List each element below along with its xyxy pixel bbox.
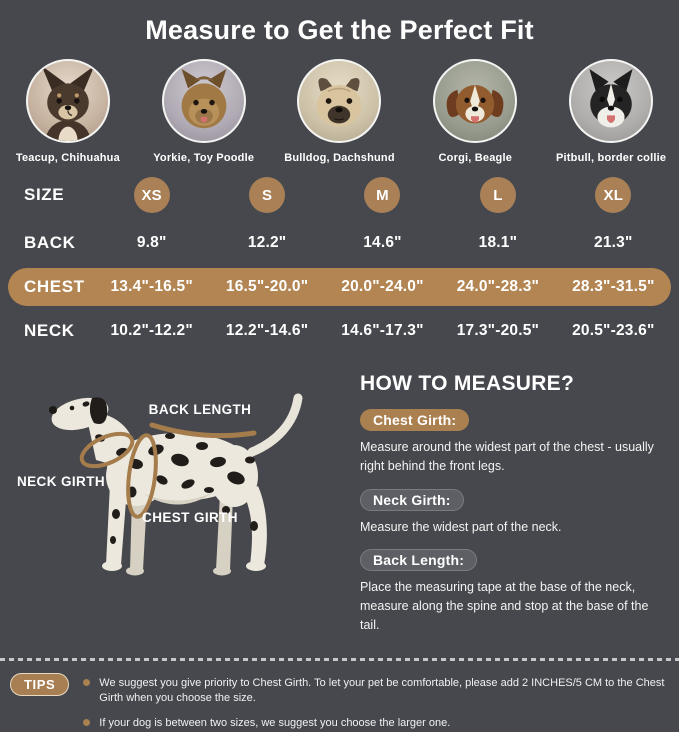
diagram-label-back-length: BACK LENGTH bbox=[149, 402, 252, 417]
neck-value-xl: 20.5"-23.6" bbox=[556, 322, 671, 340]
chihuahua-illustration bbox=[28, 61, 108, 141]
breed-item-chihuahua: Teacup, Chihuahua bbox=[0, 59, 136, 164]
bullet-dot-icon bbox=[83, 679, 90, 686]
breed-label: Corgi, Beagle bbox=[439, 152, 513, 164]
dog-measurement-diagram: BACK LENGTH NECK GIRTH CHEST GIRTH bbox=[0, 358, 350, 648]
chest-girth-term-badge: Chest Girth: bbox=[360, 409, 469, 431]
page-title: Measure to Get the Perfect Fit bbox=[0, 0, 679, 46]
table-row-chest-highlighted: CHEST 13.4"-16.5" 16.5"-20.0" 20.0"-24.0… bbox=[8, 268, 671, 306]
chest-value-m: 20.0"-24.0" bbox=[325, 278, 440, 296]
back-length-term-badge: Back Length: bbox=[360, 549, 477, 571]
chest-value-l: 24.0"-28.3" bbox=[440, 278, 555, 296]
diagram-label-chest-girth: CHEST GIRTH bbox=[142, 510, 238, 525]
how-to-measure-heading: HOW TO MEASURE? bbox=[360, 372, 667, 396]
table-row-back: BACK 9.8" 12.2" 14.6" 18.1" 21.3" bbox=[8, 218, 671, 268]
dalmatian-illustration: BACK LENGTH NECK GIRTH CHEST GIRTH bbox=[0, 358, 350, 593]
tip-item: If your dog is between two sizes, we sug… bbox=[83, 716, 665, 732]
size-guide-infographic: Measure to Get the Perfect Fit bbox=[0, 0, 679, 679]
dog-photo-chihuahua bbox=[26, 59, 110, 143]
chest-value-s: 16.5"-20.0" bbox=[209, 278, 324, 296]
tips-list: We suggest you give priority to Chest Gi… bbox=[83, 673, 665, 732]
back-value-xl: 21.3" bbox=[556, 234, 671, 252]
how-to-measure-panel: HOW TO MEASURE? Chest Girth: Measure aro… bbox=[350, 358, 679, 648]
row-label-neck: NECK bbox=[8, 321, 94, 341]
beagle-illustration bbox=[435, 61, 515, 141]
neck-value-m: 14.6"-17.3" bbox=[325, 322, 440, 340]
back-value-m: 14.6" bbox=[325, 234, 440, 252]
tips-section: TIPS We suggest you give priority to Che… bbox=[0, 661, 679, 732]
size-badge-xs: XS bbox=[134, 177, 170, 213]
breed-item-yorkie: Yorkie, Toy Poodle bbox=[136, 59, 272, 164]
measure-item-neck: Neck Girth: Measure the widest part of t… bbox=[360, 489, 667, 537]
row-label-back: BACK bbox=[8, 233, 94, 253]
table-row-neck: NECK 10.2"-12.2" 12.2"-14.6" 14.6"-17.3"… bbox=[8, 306, 671, 356]
breed-label: Yorkie, Toy Poodle bbox=[153, 152, 254, 164]
size-badge-xl: XL bbox=[595, 177, 631, 213]
size-table: SIZE XS S M L XL BACK 9.8" 12.2" 14.6" 1… bbox=[8, 172, 671, 356]
dog-photo-bulldog bbox=[297, 59, 381, 143]
breed-label: Bulldog, Dachshund bbox=[284, 152, 395, 164]
breed-item-border-collie: Pitbull, border collie bbox=[543, 59, 679, 164]
measure-item-chest: Chest Girth: Measure around the widest p… bbox=[360, 409, 667, 476]
back-value-l: 18.1" bbox=[440, 234, 555, 252]
table-row-size: SIZE XS S M L XL bbox=[8, 172, 671, 218]
row-label-chest: CHEST bbox=[8, 277, 94, 297]
size-badge-m: M bbox=[364, 177, 400, 213]
back-length-description: Place the measuring tape at the base of … bbox=[360, 578, 662, 634]
measure-section: BACK LENGTH NECK GIRTH CHEST GIRTH HOW T… bbox=[0, 358, 679, 648]
dog-photo-border-collie bbox=[569, 59, 653, 143]
tips-badge: TIPS bbox=[10, 673, 69, 696]
neck-girth-term-badge: Neck Girth: bbox=[360, 489, 464, 511]
chest-value-xs: 13.4"-16.5" bbox=[94, 278, 209, 296]
tip-item: We suggest you give priority to Chest Gi… bbox=[83, 676, 665, 708]
yorkie-illustration bbox=[164, 61, 244, 141]
back-value-xs: 9.8" bbox=[94, 234, 209, 252]
bulldog-illustration bbox=[299, 61, 379, 141]
breed-label: Pitbull, border collie bbox=[556, 152, 666, 164]
diagram-label-neck-girth: NECK GIRTH bbox=[17, 474, 105, 489]
border-collie-illustration bbox=[571, 61, 651, 141]
tip-text: We suggest you give priority to Chest Gi… bbox=[99, 676, 665, 708]
neck-value-l: 17.3"-20.5" bbox=[440, 322, 555, 340]
neck-value-xs: 10.2"-12.2" bbox=[94, 322, 209, 340]
neck-value-s: 12.2"-14.6" bbox=[209, 322, 324, 340]
back-value-s: 12.2" bbox=[209, 234, 324, 252]
dog-photo-yorkie bbox=[162, 59, 246, 143]
breed-item-bulldog: Bulldog, Dachshund bbox=[272, 59, 408, 164]
breeds-row: Teacup, Chihuahua Yorkie, Toy Poodle bbox=[0, 59, 679, 164]
size-badge-l: L bbox=[480, 177, 516, 213]
chest-value-xl: 28.3"-31.5" bbox=[556, 278, 671, 296]
bullet-dot-icon bbox=[83, 719, 90, 726]
size-badge-s: S bbox=[249, 177, 285, 213]
breed-label: Teacup, Chihuahua bbox=[16, 152, 120, 164]
tip-text: If your dog is between two sizes, we sug… bbox=[99, 716, 450, 732]
neck-girth-description: Measure the widest part of the neck. bbox=[360, 518, 662, 537]
measure-item-back: Back Length: Place the measuring tape at… bbox=[360, 549, 667, 634]
breed-item-beagle: Corgi, Beagle bbox=[407, 59, 543, 164]
row-label-size: SIZE bbox=[8, 185, 94, 205]
dog-photo-beagle bbox=[433, 59, 517, 143]
chest-girth-description: Measure around the widest part of the ch… bbox=[360, 438, 662, 476]
